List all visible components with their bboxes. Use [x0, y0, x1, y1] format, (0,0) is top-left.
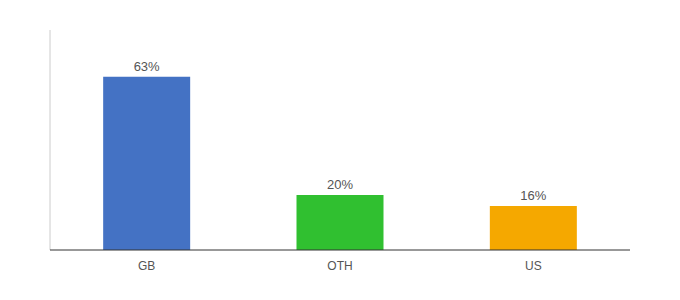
bars [103, 77, 577, 250]
chart-container: 63% 20% 16% GB OTH US [0, 0, 680, 300]
bar [297, 195, 384, 250]
data-label: 20% [327, 177, 353, 192]
bar [103, 77, 190, 250]
x-tick-label: US [525, 259, 542, 273]
y-axis-line [50, 30, 51, 250]
x-axis-line [50, 250, 630, 251]
chart: 63% 20% 16% GB OTH US [0, 0, 680, 300]
x-tick-label: OTH [327, 259, 352, 273]
data-label: 16% [520, 188, 546, 203]
bar [490, 206, 577, 250]
data-label: 63% [134, 59, 160, 74]
x-tick-label: GB [138, 259, 155, 273]
